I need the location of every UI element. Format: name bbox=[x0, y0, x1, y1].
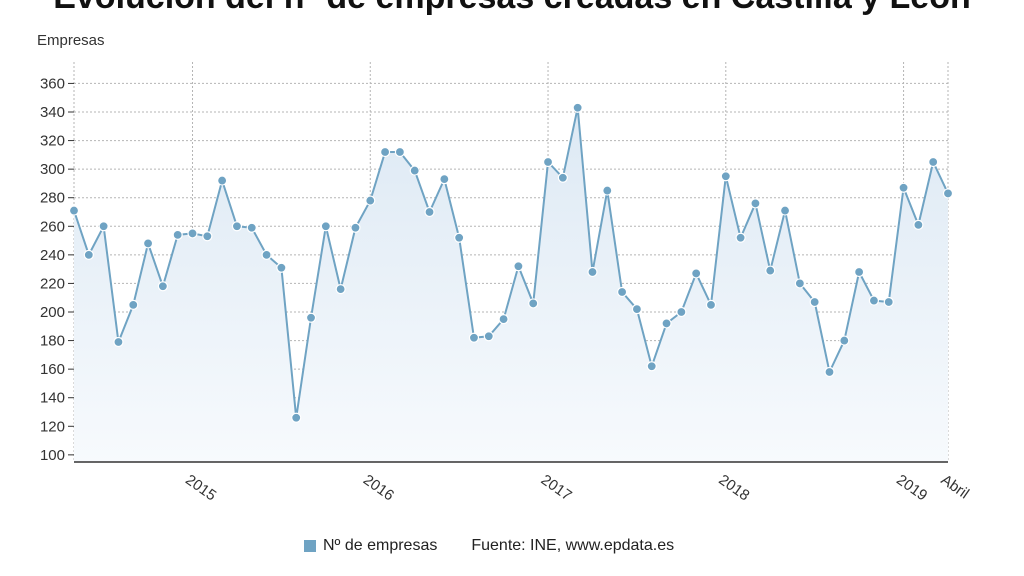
y-tick-label: 360 bbox=[40, 75, 65, 92]
data-point[interactable] bbox=[217, 175, 228, 186]
data-point[interactable] bbox=[631, 304, 643, 315]
x-tick-label: 2018 bbox=[716, 471, 753, 504]
data-point[interactable] bbox=[765, 265, 776, 276]
data-point[interactable] bbox=[691, 268, 702, 279]
data-point[interactable] bbox=[542, 156, 554, 168]
data-point[interactable] bbox=[409, 165, 420, 176]
axes bbox=[68, 82, 948, 463]
data-point[interactable] bbox=[483, 331, 494, 342]
data-point[interactable] bbox=[142, 238, 154, 249]
data-point[interactable] bbox=[735, 232, 746, 243]
y-tick-label: 160 bbox=[40, 361, 65, 378]
data-point[interactable] bbox=[365, 195, 376, 206]
y-tick-label: 120 bbox=[40, 418, 65, 435]
data-point[interactable] bbox=[557, 172, 568, 183]
series-area bbox=[74, 107, 948, 462]
y-tick-label: 300 bbox=[40, 161, 65, 178]
y-tick-label: 340 bbox=[40, 104, 65, 121]
data-point[interactable] bbox=[913, 219, 924, 230]
data-point[interactable] bbox=[528, 298, 539, 309]
data-point[interactable] bbox=[928, 156, 939, 168]
y-tick-label: 240 bbox=[40, 247, 65, 264]
series-markers bbox=[68, 102, 954, 423]
data-point[interactable] bbox=[854, 266, 865, 278]
data-point[interactable] bbox=[617, 286, 628, 298]
data-point[interactable] bbox=[113, 336, 124, 348]
data-point[interactable] bbox=[513, 261, 524, 272]
y-tick-label: 320 bbox=[40, 133, 65, 150]
y-axis-label: Empresas bbox=[37, 32, 105, 49]
data-point[interactable] bbox=[68, 205, 80, 216]
chart-title: Evolución del nº de empresas creadas en … bbox=[0, 0, 1024, 17]
data-point[interactable] bbox=[379, 146, 391, 158]
data-point[interactable] bbox=[261, 249, 272, 260]
data-point[interactable] bbox=[646, 361, 657, 372]
data-point[interactable] bbox=[602, 185, 613, 196]
x-tick-label: Abril bbox=[938, 471, 972, 502]
y-tick-label: 140 bbox=[40, 390, 65, 407]
data-point[interactable] bbox=[83, 249, 94, 260]
data-point[interactable] bbox=[424, 206, 435, 218]
data-point[interactable] bbox=[839, 335, 850, 346]
data-point[interactable] bbox=[587, 266, 598, 278]
data-point[interactable] bbox=[305, 312, 317, 323]
x-tick-label: 2017 bbox=[538, 471, 575, 504]
y-tick-label: 220 bbox=[40, 275, 65, 292]
x-tick-label: 2019 bbox=[893, 471, 930, 504]
data-point[interactable] bbox=[98, 221, 109, 232]
data-point[interactable] bbox=[883, 296, 894, 308]
data-point[interactable] bbox=[394, 146, 405, 158]
data-point[interactable] bbox=[468, 332, 480, 343]
data-point[interactable] bbox=[705, 299, 717, 310]
data-point[interactable] bbox=[439, 174, 450, 185]
data-point[interactable] bbox=[320, 221, 331, 232]
source-note: Fuente: INE, www.epdata.es bbox=[471, 537, 675, 554]
data-point[interactable] bbox=[276, 262, 287, 273]
y-tick-label: 180 bbox=[40, 333, 65, 350]
data-point[interactable] bbox=[350, 222, 361, 233]
legend-swatch bbox=[304, 540, 316, 552]
data-point[interactable] bbox=[942, 188, 954, 199]
data-point[interactable] bbox=[572, 102, 583, 113]
data-point[interactable] bbox=[720, 171, 731, 182]
data-point[interactable] bbox=[676, 306, 687, 318]
data-point[interactable] bbox=[157, 281, 168, 292]
data-point[interactable] bbox=[498, 314, 509, 325]
data-point[interactable] bbox=[750, 198, 761, 209]
data-point[interactable] bbox=[172, 229, 183, 240]
data-point[interactable] bbox=[202, 231, 213, 242]
x-tick-label: 2015 bbox=[182, 471, 219, 504]
data-point[interactable] bbox=[335, 284, 346, 295]
data-point[interactable] bbox=[824, 366, 835, 378]
data-point[interactable] bbox=[661, 318, 672, 329]
data-point[interactable] bbox=[291, 412, 302, 423]
legend-series-label: Nº de empresas bbox=[323, 537, 438, 554]
x-tick-label: 2016 bbox=[360, 471, 397, 504]
area-fill bbox=[74, 107, 948, 462]
y-tick-label: 100 bbox=[40, 447, 65, 464]
y-tick-label: 260 bbox=[40, 218, 65, 235]
y-tick-label: 280 bbox=[40, 190, 65, 207]
data-point[interactable] bbox=[246, 222, 257, 233]
data-point[interactable] bbox=[187, 228, 198, 239]
data-point[interactable] bbox=[868, 295, 880, 306]
y-tick-label: 200 bbox=[40, 304, 65, 321]
legend: Nº de empresas Fuente: INE, www.epdata.e… bbox=[304, 537, 674, 555]
data-point[interactable] bbox=[898, 182, 909, 193]
data-point[interactable] bbox=[794, 278, 805, 289]
data-point[interactable] bbox=[454, 232, 465, 243]
data-point[interactable] bbox=[779, 205, 791, 216]
data-point[interactable] bbox=[231, 221, 243, 232]
data-point[interactable] bbox=[128, 299, 139, 310]
data-point[interactable] bbox=[809, 296, 820, 308]
